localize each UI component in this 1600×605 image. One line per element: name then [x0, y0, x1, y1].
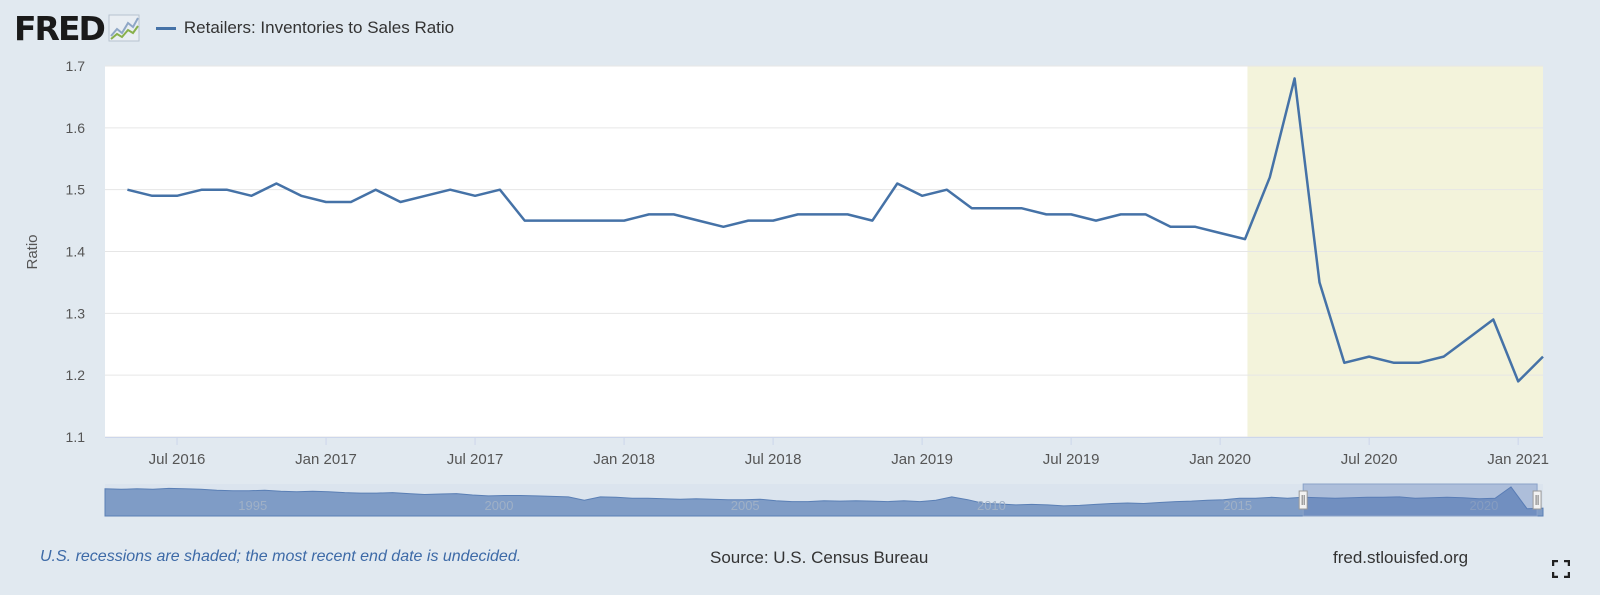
series-line: [127, 77, 1544, 383]
handle-body: [1298, 490, 1308, 510]
x-tick-label: Jul 2016: [149, 451, 206, 468]
series-legend-label: Retailers: Inventories to Sales Ratio: [183, 18, 455, 37]
chart-header: FRED Retailers: Inventories to Sales Rat…: [14, 8, 454, 48]
navigator-selection[interactable]: [1302, 483, 1538, 517]
y-axis-label: Ratio: [24, 234, 41, 269]
line-chart-icon: [108, 14, 140, 42]
navigator-series: [104, 486, 1544, 517]
series-legend[interactable]: Retailers: Inventories to Sales Ratio: [155, 18, 455, 38]
fullscreen-icon[interactable]: [1552, 560, 1570, 578]
x-tick-label: Jan 2018: [593, 451, 655, 468]
navigator-tick-label: 2005: [731, 498, 760, 513]
x-tick-label: Jan 2019: [891, 451, 953, 468]
y-tick-label: 1.4: [66, 244, 86, 260]
x-tick-label: Jul 2019: [1043, 451, 1100, 468]
x-tick-label: Jul 2017: [447, 451, 504, 468]
y-tick-label: 1.5: [66, 182, 86, 198]
fred-logo[interactable]: FRED: [14, 8, 106, 48]
site-link[interactable]: fred.stlouisfed.org: [1333, 548, 1469, 567]
legend-swatch: [155, 26, 176, 30]
y-tick-label: 1.3: [66, 305, 86, 321]
x-tick-label: Jan 2021: [1487, 451, 1549, 468]
x-tick-label: Jul 2018: [745, 451, 802, 468]
navigator-tick-label: 1995: [238, 498, 267, 513]
navigator-handle-left[interactable]: [1298, 490, 1308, 510]
x-tick-label: Jul 2020: [1341, 451, 1398, 468]
y-tick-label: 1.7: [66, 58, 86, 74]
y-tick-label: 1.6: [66, 120, 86, 136]
navigator-tick-label: 2000: [485, 498, 514, 513]
y-tick-label: 1.1: [66, 429, 86, 445]
line-chart: 1.1 1.2 1.3 1.4 1.5 1.6 1.7 Jul 2016 Jan 2017 Jul…: [24, 58, 1549, 517]
navigator-tick-label: 2010: [977, 498, 1006, 513]
navigator-handle-right[interactable]: [1532, 490, 1542, 510]
navigator-tick-label: 2020: [1469, 498, 1498, 513]
recession-note: U.S. recessions are shaded; the most rec…: [40, 548, 522, 565]
y-tick-label: 1.2: [66, 367, 86, 383]
navigator-tick-label: 2015: [1223, 498, 1252, 513]
x-tick-label: Jan 2017: [295, 451, 357, 468]
source-credit: Source: U.S. Census Bureau: [710, 548, 929, 567]
x-tick-label: Jan 2020: [1189, 451, 1251, 468]
handle-body: [1532, 490, 1542, 510]
